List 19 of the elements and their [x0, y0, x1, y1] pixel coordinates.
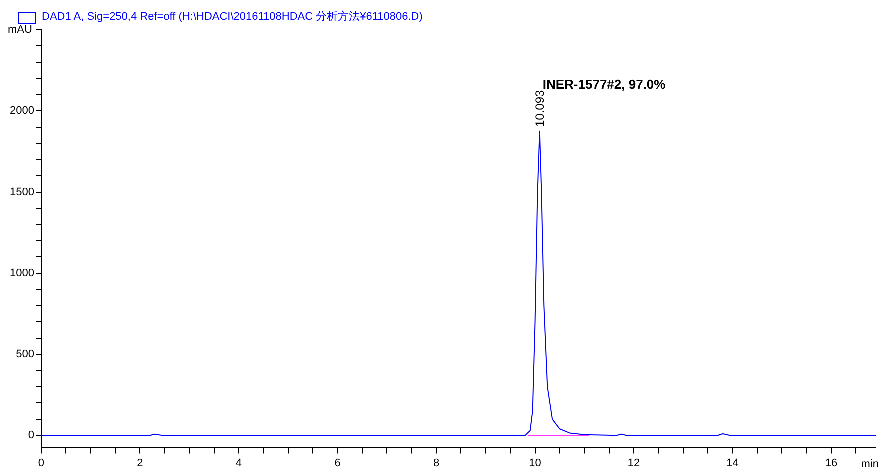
x-tick-label: 2 — [137, 457, 144, 470]
y-tick-label: 1000 — [10, 267, 34, 280]
legend-label: DAD1 A, Sig=250,4 Ref=off (H:\HDACI\20161108HDAC 分析方法¥6110806.D) — [42, 11, 423, 24]
y-tick-label: 0 — [28, 430, 34, 442]
annotation: INER-1577#2, 97.0% — [542, 77, 666, 92]
x-tick-label: 4 — [236, 457, 242, 470]
y-tick-label: 2000 — [10, 105, 34, 118]
x-axis-title: min — [861, 458, 879, 470]
x-tick-label: 16 — [825, 457, 838, 470]
y-axis-title: mAU — [8, 24, 33, 36]
x-tick-label: 12 — [628, 457, 640, 470]
x-tick-label: 6 — [334, 457, 341, 470]
x-tick-label: 14 — [726, 457, 739, 470]
y-tick-label: 500 — [16, 348, 34, 361]
x-tick-label: 0 — [38, 457, 45, 470]
y-tick-label: 1500 — [10, 186, 34, 198]
x-tick-label: 10 — [529, 457, 542, 470]
annotation: 10.093 — [532, 90, 547, 128]
x-tick-label: 8 — [433, 457, 440, 470]
